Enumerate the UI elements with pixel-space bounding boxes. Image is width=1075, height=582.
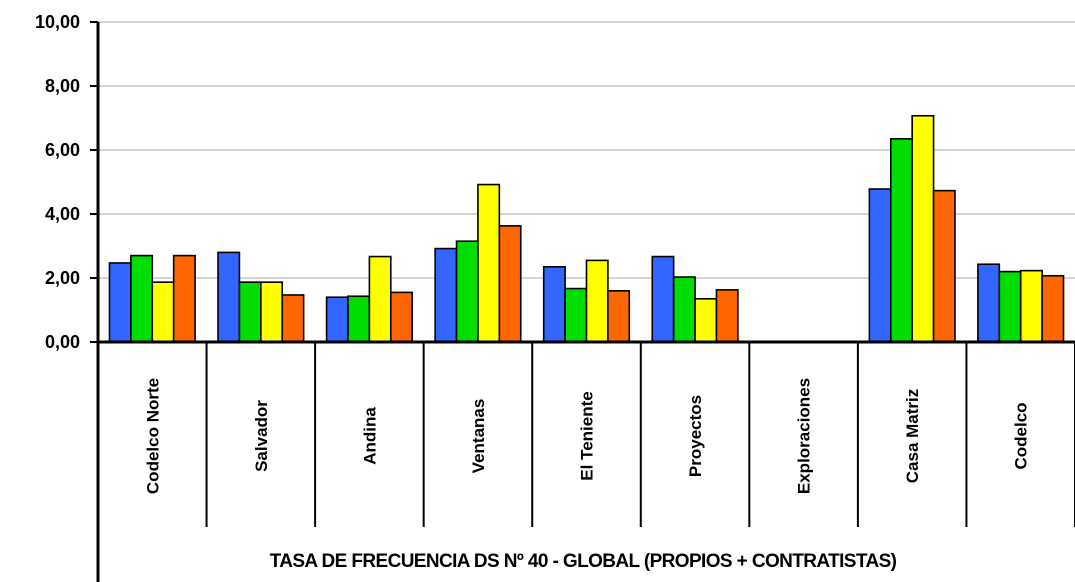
category-label: Proyectos xyxy=(686,395,705,477)
bar xyxy=(151,281,175,343)
chart-title: TASA DE FRECUENCIA DS Nº 40 - GLOBAL (PR… xyxy=(270,551,897,572)
category-label: Casa Matriz xyxy=(903,389,922,483)
bar xyxy=(1019,269,1043,343)
bar xyxy=(130,254,154,343)
category-label: Andina xyxy=(360,407,379,465)
bar xyxy=(672,276,696,343)
bar xyxy=(172,254,196,343)
bar xyxy=(868,188,892,343)
axes xyxy=(90,21,1075,582)
category-label: Salvador xyxy=(252,400,271,472)
bar xyxy=(977,263,1001,343)
bar xyxy=(542,265,566,343)
bar xyxy=(238,281,262,343)
category-label: El Teniente xyxy=(578,391,597,480)
bar xyxy=(715,289,739,343)
category-label: Exploraciones xyxy=(795,378,814,494)
bar xyxy=(694,297,718,343)
category-label: Ventanas xyxy=(469,399,488,474)
bar xyxy=(585,259,609,343)
bar xyxy=(347,295,371,343)
bar xyxy=(108,262,132,343)
bar xyxy=(477,183,501,343)
bar xyxy=(217,251,241,343)
y-tick-label: 8,00 xyxy=(45,76,80,96)
bar xyxy=(998,270,1022,343)
bar xyxy=(455,240,479,343)
bar xyxy=(651,255,675,343)
y-tick-labels: 0,00 2,00 4,00 6,00 8,00 10,00 xyxy=(35,12,80,352)
bar xyxy=(911,114,935,343)
category-label: Codelco xyxy=(1012,402,1031,469)
y-tick-label: 10,00 xyxy=(35,12,80,32)
bar xyxy=(281,294,305,343)
bar xyxy=(434,247,458,343)
bar xyxy=(389,291,413,343)
y-tick-label: 4,00 xyxy=(45,204,80,224)
bar xyxy=(889,138,913,343)
bar xyxy=(260,281,284,343)
category-label: Codelco Norte xyxy=(143,378,162,494)
category-labels: Codelco Norte Salvador Andina Ventanas El Te… xyxy=(143,378,1030,494)
y-tick-label: 2,00 xyxy=(45,268,80,288)
bar xyxy=(564,287,588,343)
y-tick-label: 0,00 xyxy=(45,332,80,352)
bar xyxy=(1041,274,1065,343)
bar xyxy=(368,255,392,343)
bar xyxy=(932,189,956,343)
bar xyxy=(325,296,349,343)
y-tick-label: 6,00 xyxy=(45,140,80,160)
bar xyxy=(607,289,631,343)
bar xyxy=(498,225,522,343)
